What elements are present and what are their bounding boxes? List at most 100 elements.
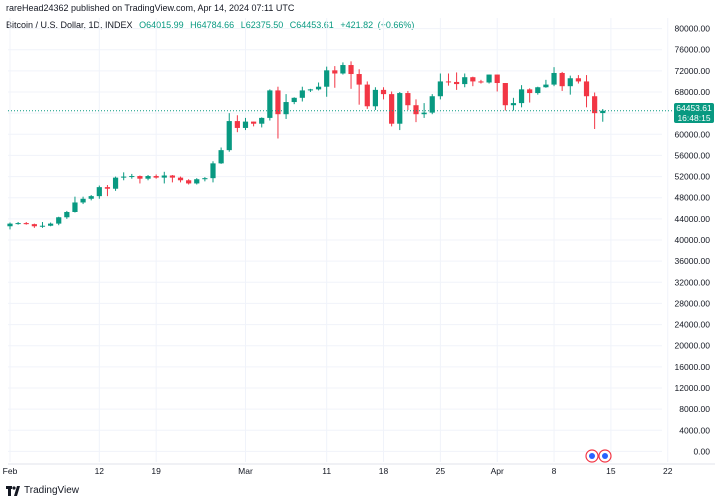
candle	[7, 222, 13, 230]
x-tick-label: 18	[379, 466, 389, 476]
candle-body	[194, 179, 200, 184]
candle	[470, 76, 476, 87]
y-tick-label: 32000.00	[675, 277, 711, 287]
candle	[234, 115, 240, 133]
candle-body	[56, 217, 62, 224]
last-price-label: 64453.61 16:48:15	[674, 103, 714, 123]
legend-high: H64784.66	[190, 20, 235, 30]
candle	[527, 88, 533, 103]
y-tick-label: 40000.00	[675, 235, 711, 245]
x-tick-label: 22	[663, 466, 673, 476]
event-markers	[585, 449, 612, 463]
x-tick-label: Apr	[491, 466, 504, 476]
candle	[80, 196, 86, 205]
candle	[121, 172, 127, 181]
candle-body	[210, 163, 216, 179]
candle-body	[527, 89, 533, 94]
y-tick-label: 36000.00	[675, 256, 711, 266]
candle-body	[234, 121, 240, 128]
candle-body	[575, 78, 581, 82]
candle-body	[454, 81, 460, 85]
candle-body	[421, 112, 427, 115]
candle	[356, 69, 362, 105]
candle-body	[218, 150, 224, 164]
x-tick-label: 19	[151, 466, 161, 476]
y-tick-label: 4000.00	[679, 425, 710, 435]
y-tick-label: 56000.00	[675, 150, 711, 160]
candle	[559, 71, 565, 91]
candle	[137, 175, 143, 184]
candle	[364, 81, 370, 109]
tradingview-logo-icon	[6, 485, 20, 496]
y-tick-label: 24000.00	[675, 320, 711, 330]
candle-body	[202, 178, 208, 180]
candle	[145, 174, 151, 181]
candle	[104, 185, 111, 197]
candle-body	[80, 198, 86, 203]
candle	[259, 117, 265, 128]
candle-body	[535, 87, 541, 94]
y-tick-label: 28000.00	[675, 298, 711, 308]
candle-body	[494, 74, 500, 84]
candle	[575, 75, 581, 84]
legend-low: L62375.50	[240, 20, 284, 30]
x-tick-label: 25	[436, 466, 446, 476]
candle-body	[478, 81, 484, 83]
tradingview-branding[interactable]: TradingView	[6, 485, 79, 496]
x-tick-label: 8	[552, 466, 557, 476]
y-tick-label: 60000.00	[675, 129, 711, 139]
candle-body	[15, 223, 21, 225]
candle-body	[551, 72, 557, 85]
candle	[112, 176, 119, 191]
candle-body	[600, 110, 606, 114]
candle-body	[518, 89, 525, 104]
candle-body	[372, 89, 378, 107]
candle-body	[137, 176, 143, 179]
candle-body	[112, 177, 119, 189]
candle	[551, 67, 557, 87]
candle	[494, 74, 500, 92]
y-tick-label: 68000.00	[675, 87, 711, 97]
candle	[283, 94, 289, 119]
event-marker-center	[589, 453, 595, 459]
candle	[194, 178, 200, 185]
symbol-name[interactable]: Bitcoin / U.S. Dollar, 1D, INDEX	[6, 20, 133, 30]
candle	[405, 90, 411, 110]
candle	[72, 196, 78, 213]
candle	[186, 179, 192, 185]
candle-body	[267, 90, 273, 118]
candle-body	[405, 93, 411, 106]
candle	[340, 62, 346, 75]
candle	[161, 171, 167, 184]
legend-open: O64015.99	[139, 20, 184, 30]
candle	[429, 94, 435, 115]
candle-body	[380, 89, 387, 95]
last-price-value: 64453.61	[676, 103, 712, 113]
candle	[397, 92, 403, 131]
candle	[299, 86, 305, 102]
candle-body	[486, 74, 492, 83]
x-tick-label: 11	[322, 466, 331, 476]
candle-body	[145, 176, 151, 179]
candle-body	[291, 97, 297, 103]
candle	[478, 79, 484, 84]
candle-body	[186, 180, 192, 184]
candle	[518, 85, 525, 108]
candle-body	[31, 224, 37, 227]
candle	[324, 66, 330, 97]
y-tick-label: 80000.00	[675, 24, 711, 34]
candle	[202, 177, 208, 182]
candle-body	[543, 84, 549, 88]
candle-body	[583, 81, 590, 97]
candle	[583, 75, 590, 108]
candle-body	[283, 102, 289, 115]
candle-body	[121, 176, 127, 178]
legend-close: C64453.61	[289, 20, 334, 30]
candle-body	[324, 70, 330, 87]
y-tick-label: 48000.00	[675, 193, 711, 203]
legend-change-pct: (+0.66%)	[377, 20, 415, 30]
bar-countdown: 16:48:15	[677, 113, 711, 123]
candle-body	[348, 65, 354, 75]
candle-body	[307, 89, 314, 91]
